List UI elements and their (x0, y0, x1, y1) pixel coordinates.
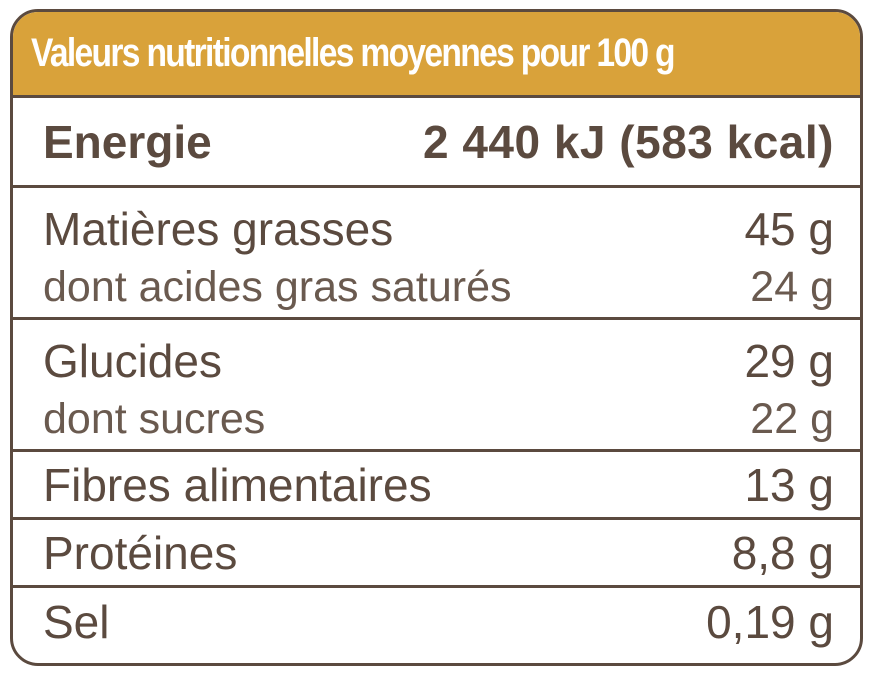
saturated-fat-value: 24 g (750, 263, 834, 311)
fat-group: Matières grasses 45 g dont acides gras s… (13, 188, 860, 320)
table-header: Valeurs nutritionnelles moyennes pour 10… (13, 12, 860, 98)
fibre-label: Fibres alimentaires (43, 458, 432, 511)
carb-value: 29 g (744, 335, 834, 387)
fat-value: 45 g (744, 203, 834, 255)
fat-row: Matières grasses 45 g (43, 200, 834, 258)
fibre-value: 13 g (744, 458, 834, 511)
salt-label: Sel (43, 596, 110, 648)
energy-row: Energie 2 440 kJ (583 kcal) (13, 98, 860, 188)
carb-group: Glucides 29 g dont sucres 22 g (13, 320, 860, 452)
protein-value: 8,8 g (731, 526, 834, 579)
saturated-fat-row: dont acides gras saturés 24 g (43, 258, 834, 316)
protein-label: Protéines (43, 526, 238, 579)
nutrition-table: Valeurs nutritionnelles moyennes pour 10… (10, 9, 863, 666)
fibre-row: Fibres alimentaires 13 g (13, 452, 860, 520)
carb-label: Glucides (43, 335, 222, 387)
salt-value: 0,19 g (706, 596, 834, 648)
carb-row: Glucides 29 g (43, 332, 834, 390)
sugar-label: dont sucres (43, 395, 266, 443)
saturated-fat-label: dont acides gras saturés (43, 263, 512, 311)
energy-label: Energie (43, 115, 212, 168)
energy-value: 2 440 kJ (583 kcal) (422, 115, 834, 168)
salt-row: Sel 0,19 g (13, 588, 860, 656)
sugar-row: dont sucres 22 g (43, 390, 834, 448)
fat-label: Matières grasses (43, 203, 394, 255)
sugar-value: 22 g (750, 395, 834, 443)
protein-row: Protéines 8,8 g (13, 520, 860, 588)
header-title: Valeurs nutritionnelles moyennes pour 10… (31, 31, 676, 75)
